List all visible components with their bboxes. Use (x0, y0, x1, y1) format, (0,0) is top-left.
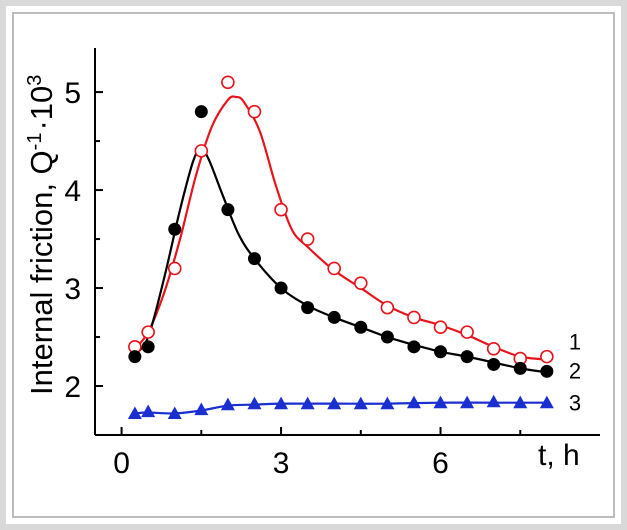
series-2-point (301, 301, 315, 315)
series-2-point (274, 281, 288, 295)
series-3-point (539, 395, 554, 409)
series-3-point (220, 397, 235, 411)
series-2-point (194, 105, 208, 119)
series-2-point (168, 222, 182, 236)
series-3-label: 3 (569, 391, 581, 416)
series-3-point (194, 402, 209, 416)
y-axis-title: Internal friction, Q-1 ·103 (24, 75, 59, 395)
series-curves (133, 95, 548, 415)
series-1-label: 1 (569, 330, 581, 355)
x-tick-label: 3 (273, 447, 290, 480)
series-1-point (460, 325, 474, 339)
series-2-point (380, 330, 394, 344)
series-3-point (513, 395, 528, 409)
series-2-point (141, 340, 155, 354)
series-3-point (327, 396, 342, 410)
series-2-point (487, 357, 501, 371)
series-3-point (247, 396, 262, 410)
series-3-point (353, 396, 368, 410)
series-2-point (407, 340, 421, 354)
y-tick-label: 4 (64, 175, 81, 208)
series-1-point (194, 144, 209, 158)
series-2-line (133, 147, 548, 374)
series-1-point (486, 341, 501, 356)
series-3-point (380, 396, 395, 410)
y-axis-title-sup1: -1 (24, 133, 46, 151)
series-markers: 1 2 3 (127, 75, 581, 420)
x-axis-title: t, h (538, 439, 580, 472)
y-tick-label: 3 (64, 273, 81, 306)
series-1-point (407, 310, 421, 325)
series-3-point (460, 395, 475, 409)
series-3-point (167, 406, 182, 420)
series-3-point (433, 395, 448, 409)
series-1-point (433, 320, 448, 335)
series-2-point (434, 345, 448, 359)
y-tick-label: 5 (64, 77, 81, 110)
y-axis-title-dot: ·10 (24, 86, 59, 131)
series-2-label: 2 (569, 358, 581, 383)
series-1-point (141, 325, 155, 339)
series-1-point (540, 349, 554, 364)
figure-inner-border (12, 12, 615, 518)
series-2-point (128, 350, 142, 364)
y-axis-title-sup2: 3 (24, 75, 46, 86)
x-tick-label: 0 (113, 447, 130, 480)
series-1-point (353, 276, 368, 290)
x-tick-label: 6 (432, 447, 449, 480)
series-3-point (406, 395, 421, 409)
series-2-point (513, 361, 527, 375)
series-1-point (221, 75, 235, 90)
series-2-point (327, 310, 341, 324)
series-2-point (354, 320, 368, 334)
axis-labels: Internal friction, Q-1·103 t, h (24, 75, 580, 472)
series-3-point (274, 396, 289, 410)
series-1-point (167, 261, 182, 276)
series-3-point (486, 394, 501, 408)
series-3-point (141, 404, 156, 418)
series-2-point (460, 350, 474, 364)
series-3-point (300, 396, 315, 410)
series-1-point (300, 232, 315, 246)
series-2-point (540, 364, 554, 378)
series-3-point (127, 406, 142, 420)
axes: 0 3 6 2 3 4 5 (64, 48, 600, 480)
y-tick-label: 2 (64, 371, 81, 404)
series-2-point (221, 203, 235, 217)
series-1-point (327, 261, 342, 276)
series-1-point (247, 104, 262, 119)
y-axis-title-main: Internal friction, Q (24, 150, 59, 395)
series-1-point (274, 202, 288, 217)
series-2-point (247, 252, 261, 266)
series-1-point (380, 300, 395, 315)
